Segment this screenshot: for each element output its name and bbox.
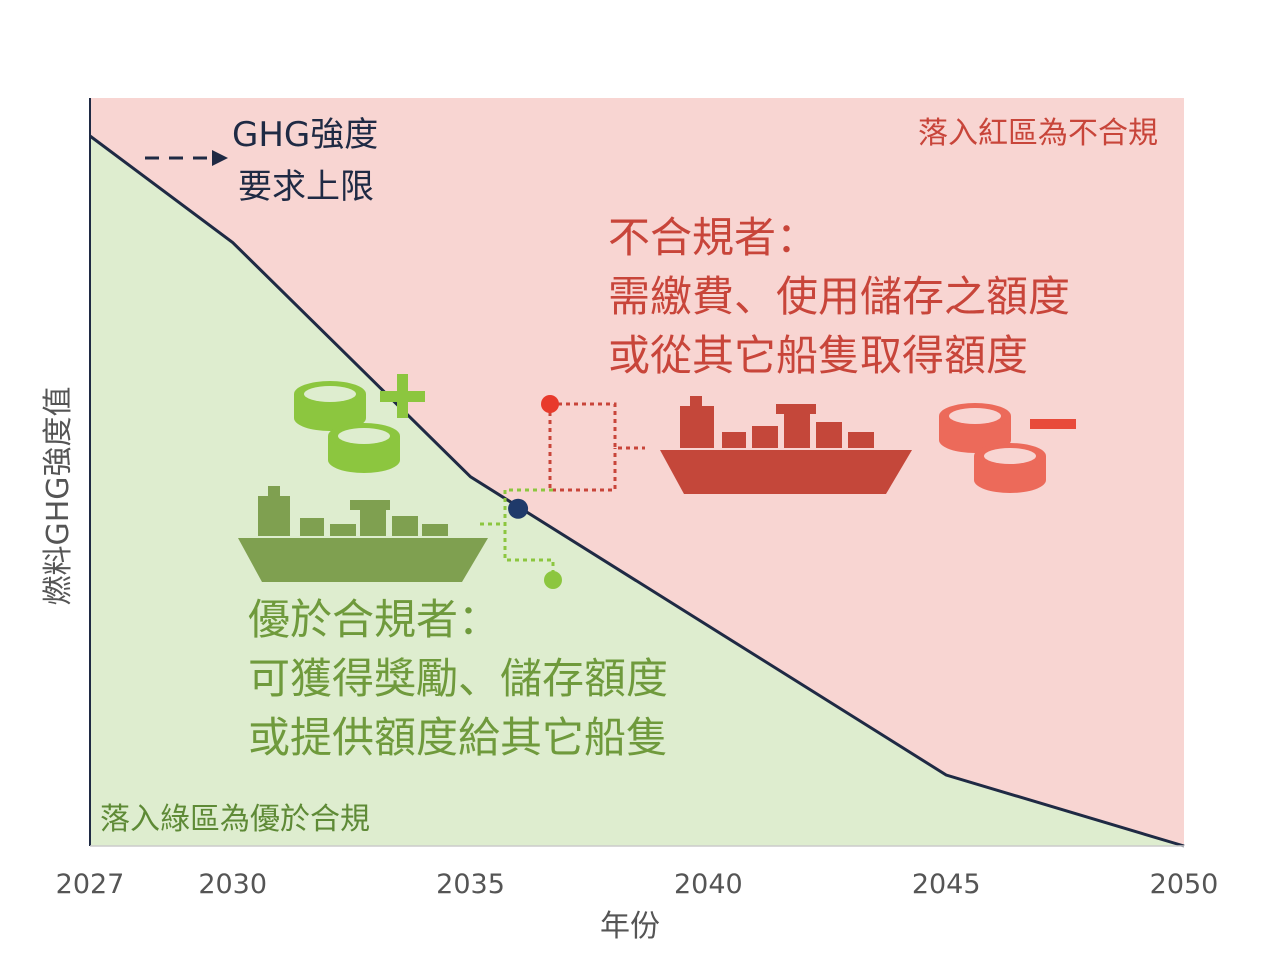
noncompliant-line-1: 需繳費、使用儲存之額度 [608, 272, 1070, 321]
green-connector [503, 488, 555, 580]
noncompliant-title: 不合規者： [608, 213, 818, 262]
x-tick-label: 2027 [56, 869, 125, 900]
x-tick-label: 2030 [198, 869, 267, 900]
compliant-title: 優於合規者： [248, 595, 500, 644]
limit-label-line-2: 要求上限 [238, 167, 374, 207]
x-tick-label: 2035 [436, 869, 505, 900]
limit-label-line-1: GHG強度 [232, 115, 378, 155]
red-dot [541, 395, 559, 413]
red-zone-label: 落入紅區為不合規 [918, 116, 1158, 151]
coin-stack-plus-icon [294, 374, 425, 473]
compliant-line-2: 或提供額度給其它船隻 [248, 713, 668, 762]
red-cargo-ship-icon [660, 396, 912, 494]
x-tick-label: 2050 [1150, 869, 1219, 900]
green-cargo-ship-icon [238, 486, 488, 582]
noncompliant-line-2: 或從其它船隻取得額度 [608, 331, 1028, 380]
y-axis-title: 燃料GHG強度值 [41, 386, 76, 605]
compliant-line-1: 可獲得獎勵、儲存額度 [248, 654, 668, 703]
threshold-marker [508, 498, 529, 519]
x-axis-title: 年份 [600, 909, 660, 944]
coin-stack-minus-icon [939, 403, 1076, 493]
red-connector-branch [548, 404, 617, 492]
ghg-limit-line [89, 134, 1185, 848]
green-zone [90, 136, 1184, 846]
green-dot [544, 571, 562, 589]
red-connector [550, 402, 645, 450]
green-zone-label: 落入綠區為優於合規 [100, 802, 370, 837]
arrow-head-icon [212, 150, 228, 166]
x-tick-label: 2045 [912, 869, 981, 900]
x-tick-label: 2040 [674, 869, 743, 900]
